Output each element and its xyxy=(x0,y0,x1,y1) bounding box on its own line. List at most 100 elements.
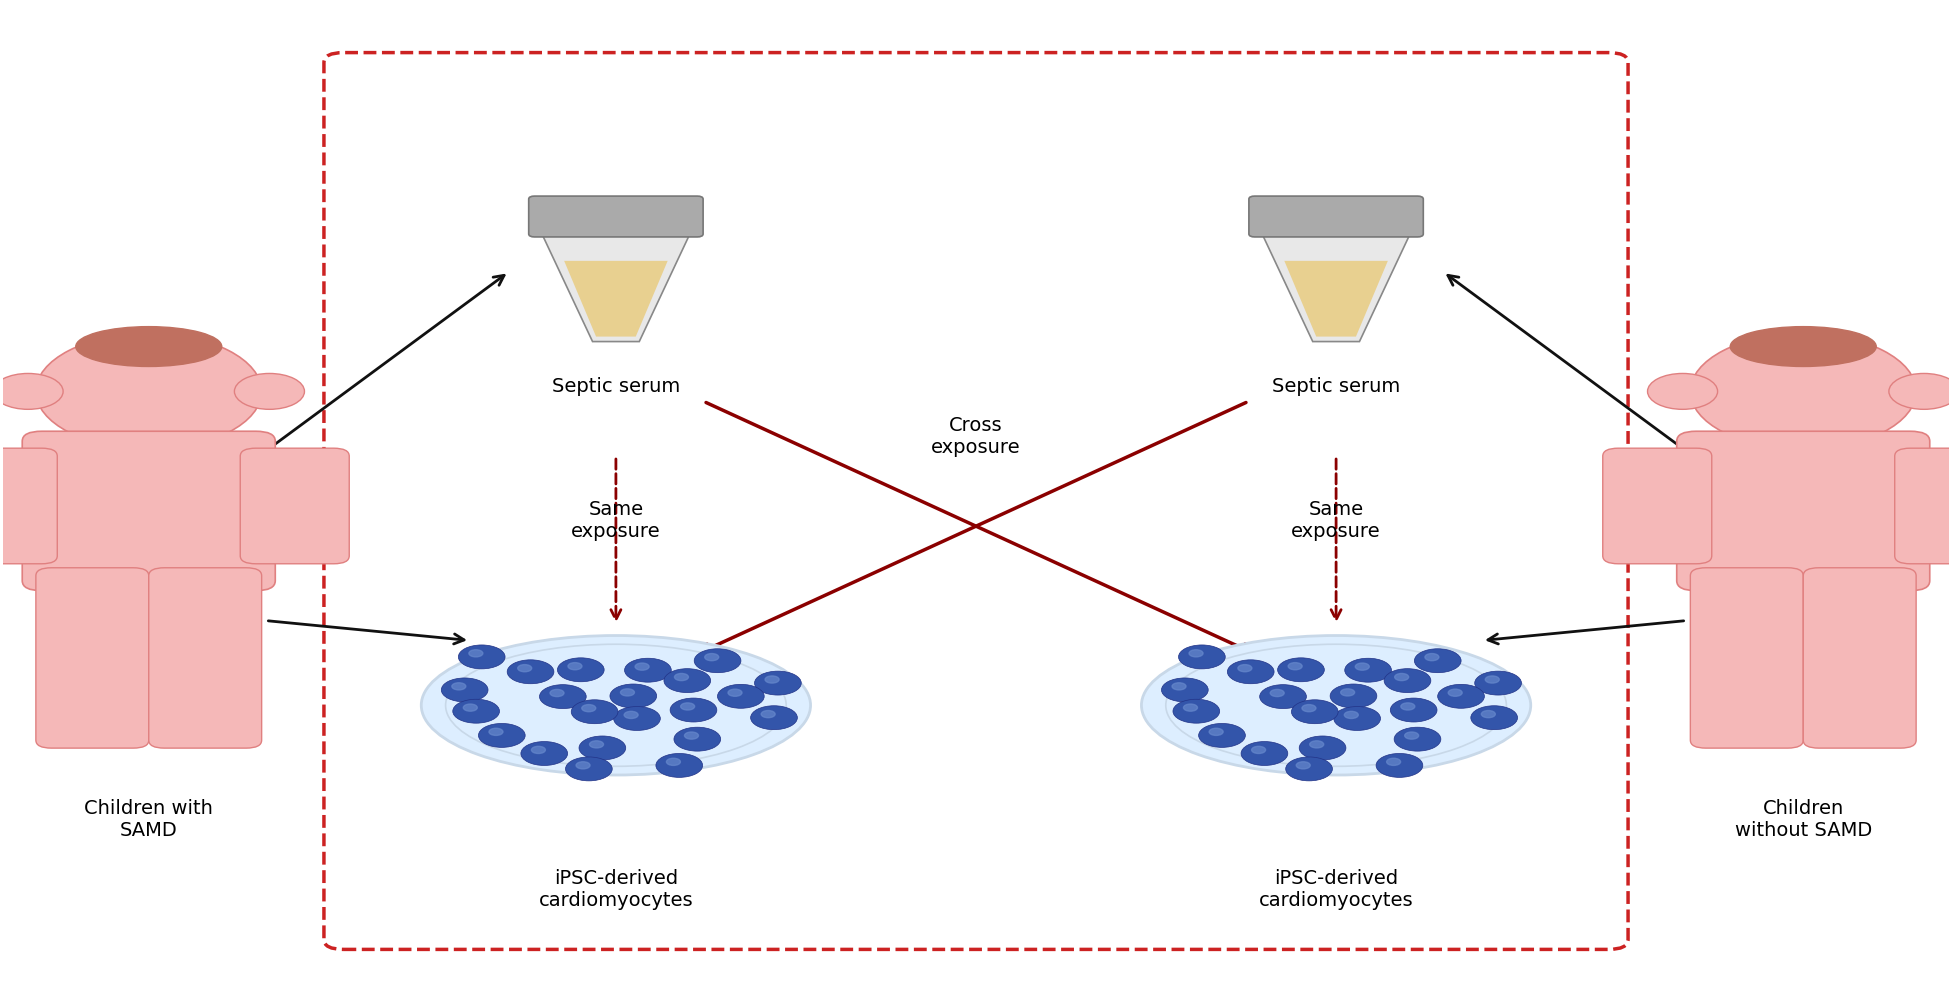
FancyBboxPatch shape xyxy=(1804,568,1917,748)
Circle shape xyxy=(1302,704,1316,711)
Circle shape xyxy=(550,689,564,696)
Circle shape xyxy=(558,658,605,681)
Circle shape xyxy=(576,762,590,769)
Circle shape xyxy=(441,678,488,701)
Circle shape xyxy=(1448,689,1462,696)
Circle shape xyxy=(755,671,800,695)
Circle shape xyxy=(488,728,504,735)
Circle shape xyxy=(1376,754,1423,778)
Circle shape xyxy=(1386,759,1402,766)
Circle shape xyxy=(1402,702,1415,710)
FancyBboxPatch shape xyxy=(1895,448,1952,564)
Circle shape xyxy=(508,659,554,683)
Circle shape xyxy=(1259,684,1306,708)
Circle shape xyxy=(1310,740,1323,747)
Circle shape xyxy=(765,676,779,683)
Circle shape xyxy=(728,689,742,696)
Circle shape xyxy=(1415,648,1462,672)
Circle shape xyxy=(1341,688,1355,696)
Text: Children with
SAMD: Children with SAMD xyxy=(84,800,213,841)
Text: Septic serum: Septic serum xyxy=(1273,377,1400,396)
FancyBboxPatch shape xyxy=(1603,448,1712,564)
Circle shape xyxy=(1390,698,1437,722)
Text: Septic serum: Septic serum xyxy=(552,377,679,396)
Circle shape xyxy=(656,754,703,778)
Circle shape xyxy=(681,702,695,710)
Circle shape xyxy=(1355,663,1368,670)
FancyBboxPatch shape xyxy=(35,568,148,748)
Circle shape xyxy=(1394,673,1409,680)
Circle shape xyxy=(234,374,305,410)
Polygon shape xyxy=(564,261,668,337)
Text: iPSC-derived
cardiomyocytes: iPSC-derived cardiomyocytes xyxy=(539,869,693,910)
Circle shape xyxy=(468,649,482,657)
Circle shape xyxy=(1179,645,1226,669)
Circle shape xyxy=(1208,728,1224,735)
Circle shape xyxy=(1394,727,1441,752)
Ellipse shape xyxy=(422,635,810,775)
Circle shape xyxy=(1329,684,1376,708)
Circle shape xyxy=(1286,757,1333,781)
Circle shape xyxy=(695,648,742,672)
FancyBboxPatch shape xyxy=(1677,431,1931,591)
Circle shape xyxy=(1238,664,1251,671)
Circle shape xyxy=(1292,699,1339,723)
Circle shape xyxy=(1439,684,1484,708)
Circle shape xyxy=(582,704,595,711)
Circle shape xyxy=(1189,649,1202,657)
Circle shape xyxy=(1890,374,1952,410)
Circle shape xyxy=(609,684,656,708)
Circle shape xyxy=(664,668,711,692)
Text: Same
exposure: Same exposure xyxy=(572,500,660,541)
Text: Same
exposure: Same exposure xyxy=(1292,500,1380,541)
Polygon shape xyxy=(1284,261,1388,337)
Circle shape xyxy=(1288,662,1302,669)
FancyBboxPatch shape xyxy=(1249,196,1423,236)
Circle shape xyxy=(1333,706,1380,730)
Ellipse shape xyxy=(1142,635,1530,775)
FancyBboxPatch shape xyxy=(0,448,57,564)
Circle shape xyxy=(590,740,603,747)
Ellipse shape xyxy=(76,327,223,367)
Circle shape xyxy=(1251,746,1265,754)
Circle shape xyxy=(35,334,262,449)
Circle shape xyxy=(1474,671,1521,695)
FancyBboxPatch shape xyxy=(21,431,275,591)
Circle shape xyxy=(459,645,506,669)
Text: iPSC-derived
cardiomyocytes: iPSC-derived cardiomyocytes xyxy=(1259,869,1413,910)
Circle shape xyxy=(1171,682,1187,690)
Circle shape xyxy=(1405,732,1419,739)
Circle shape xyxy=(463,704,478,711)
Circle shape xyxy=(1228,659,1275,683)
Circle shape xyxy=(1296,762,1310,769)
Circle shape xyxy=(521,741,568,766)
Circle shape xyxy=(705,653,718,660)
Text: Children
without SAMD: Children without SAMD xyxy=(1735,800,1872,841)
FancyBboxPatch shape xyxy=(240,448,349,564)
Circle shape xyxy=(1271,689,1284,696)
Circle shape xyxy=(568,662,582,669)
Circle shape xyxy=(566,757,613,781)
Circle shape xyxy=(1241,741,1288,766)
Circle shape xyxy=(1384,668,1431,692)
Circle shape xyxy=(761,710,775,717)
Circle shape xyxy=(1183,704,1197,711)
Circle shape xyxy=(685,732,699,739)
Circle shape xyxy=(613,706,660,730)
Text: Cross
exposure: Cross exposure xyxy=(931,416,1021,457)
Circle shape xyxy=(1199,723,1245,747)
Circle shape xyxy=(478,723,525,747)
Circle shape xyxy=(1485,676,1499,683)
Circle shape xyxy=(621,688,634,696)
Circle shape xyxy=(1425,653,1439,660)
Polygon shape xyxy=(543,233,689,342)
Circle shape xyxy=(752,705,796,729)
Circle shape xyxy=(1300,736,1347,760)
Circle shape xyxy=(453,699,500,723)
Circle shape xyxy=(1690,334,1917,449)
Polygon shape xyxy=(1263,233,1409,342)
Circle shape xyxy=(666,759,681,766)
FancyBboxPatch shape xyxy=(1690,568,1804,748)
Circle shape xyxy=(531,746,545,754)
Circle shape xyxy=(572,699,619,723)
